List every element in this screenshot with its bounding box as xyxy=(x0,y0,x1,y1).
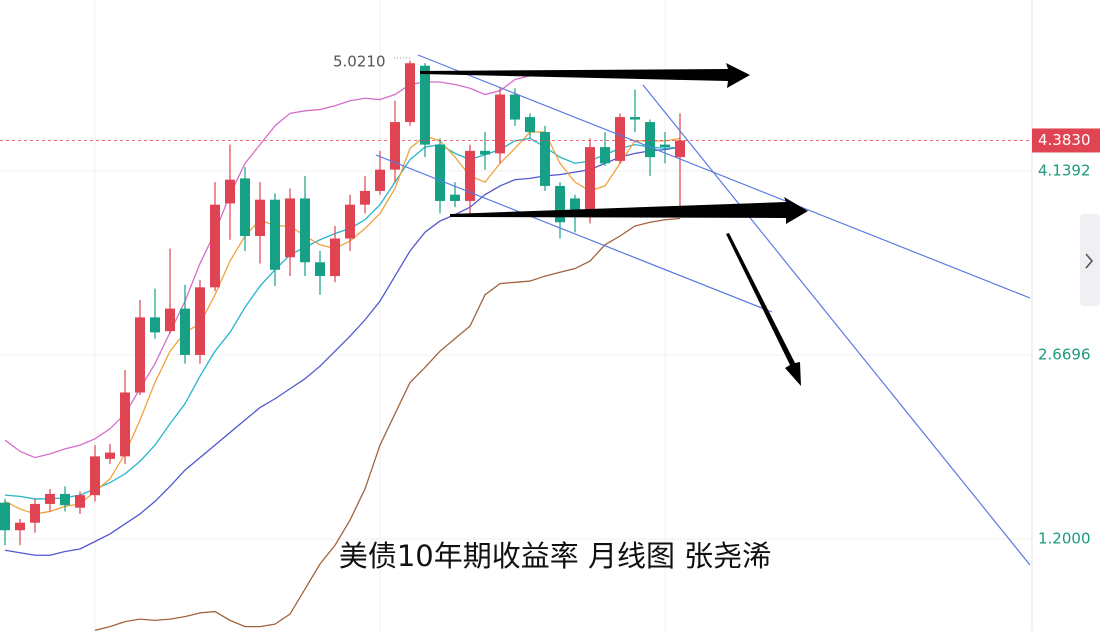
candle-body xyxy=(450,194,460,201)
candle-body xyxy=(75,495,85,508)
chart-title: 美债10年期收益率 月线图 张尧浠 xyxy=(339,539,771,573)
candle-body xyxy=(210,204,220,288)
candle-body xyxy=(645,122,655,158)
candle-body xyxy=(150,317,160,333)
candle-body xyxy=(135,317,145,393)
candle-body xyxy=(600,147,610,164)
trend-line xyxy=(375,154,773,313)
arrow xyxy=(726,233,801,386)
candle-body xyxy=(585,147,595,213)
candle-body xyxy=(375,169,385,191)
current-price-box xyxy=(1032,128,1100,153)
candle-body xyxy=(225,179,235,204)
side-tab[interactable] xyxy=(1080,214,1100,306)
grid xyxy=(94,0,666,631)
candle-body xyxy=(300,198,310,263)
indicator-line xyxy=(94,217,681,631)
high-label: 5.0210 xyxy=(333,53,386,71)
y-tick-label: 4.1392 xyxy=(1038,161,1091,179)
candle-body xyxy=(630,117,640,120)
plot xyxy=(0,60,1032,631)
candle-body xyxy=(15,522,25,531)
indicator-line xyxy=(4,131,681,515)
candle-body xyxy=(465,150,475,201)
candle-body xyxy=(675,140,685,158)
candle-body xyxy=(45,493,55,504)
trend-line xyxy=(417,54,1031,299)
candle-body xyxy=(420,65,430,145)
candle-body xyxy=(360,190,370,205)
candle-body xyxy=(480,150,490,155)
candle-body xyxy=(345,204,355,239)
trend-lines xyxy=(375,54,1031,566)
arrow xyxy=(450,197,808,224)
candle-body xyxy=(510,94,520,120)
candle-body xyxy=(180,308,190,355)
candle-body xyxy=(285,198,295,258)
candle-body xyxy=(525,117,535,133)
candle-body xyxy=(90,456,100,496)
candle-body xyxy=(615,117,625,161)
y-tick-label: 2.6696 xyxy=(1038,345,1091,363)
candle-body xyxy=(660,144,670,148)
candle-body xyxy=(195,287,205,355)
candle-body xyxy=(270,199,280,270)
candle-body xyxy=(0,502,10,531)
candle-body xyxy=(120,392,130,457)
candle-body xyxy=(405,63,415,123)
y-tick-label: 1.2000 xyxy=(1038,529,1091,547)
candle-body xyxy=(30,503,40,523)
trend-line xyxy=(642,84,1031,566)
candle-body xyxy=(315,262,325,277)
candle-body xyxy=(60,493,70,506)
candle-body xyxy=(540,132,550,186)
candle-body xyxy=(555,185,565,223)
candle-body xyxy=(570,198,580,213)
candle-body xyxy=(330,238,340,277)
chevron[interactable] xyxy=(1085,253,1094,269)
candle-body xyxy=(240,178,250,236)
arrows xyxy=(420,63,808,386)
current-price-label: 4.3830 xyxy=(1038,131,1091,149)
candle-body xyxy=(390,122,400,170)
candle-body xyxy=(435,144,445,201)
indicator-line xyxy=(4,137,681,500)
candle-body xyxy=(165,308,175,332)
candle-body xyxy=(105,452,115,459)
indicator-line xyxy=(4,72,681,459)
arrow xyxy=(420,63,750,88)
candle-body xyxy=(255,199,265,236)
candle-body xyxy=(495,94,505,154)
